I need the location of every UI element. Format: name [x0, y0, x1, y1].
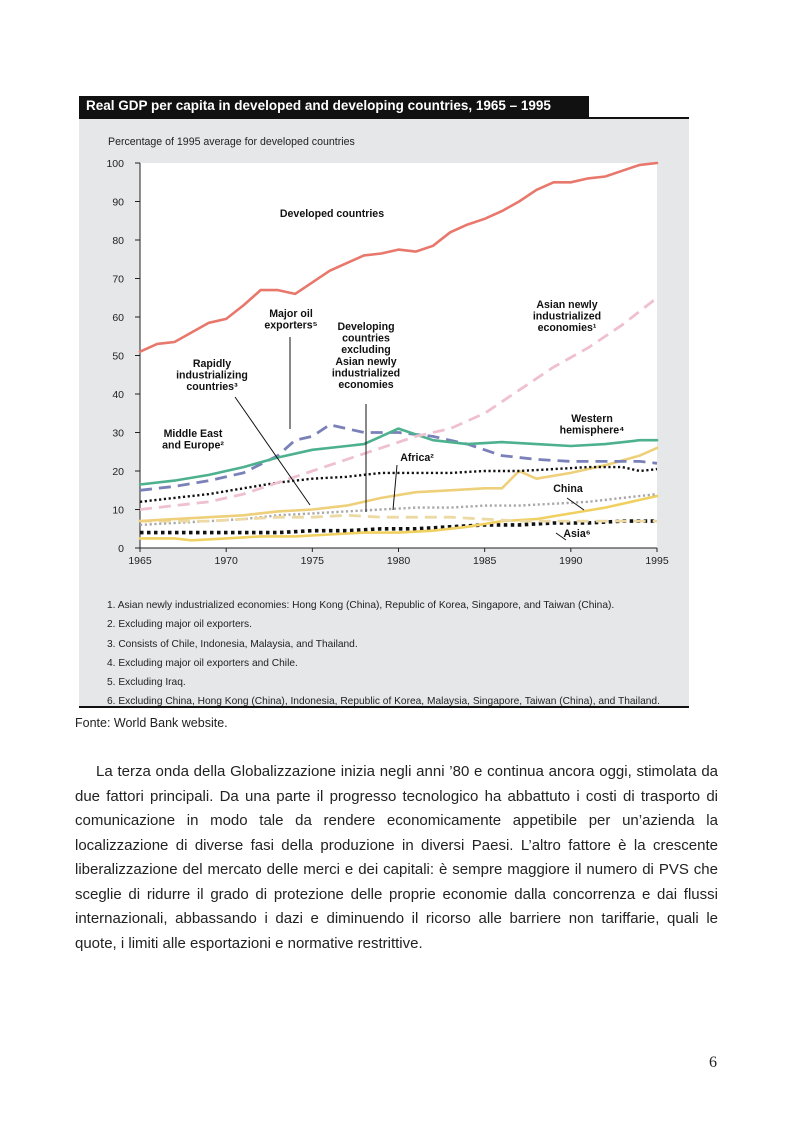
y-tick-label: 20 [112, 466, 124, 478]
annotation-label: Developed countries [280, 208, 384, 220]
note-3: 3. Consists of Chile, Indonesia, Malaysi… [107, 638, 358, 650]
y-tick-label: 80 [112, 235, 124, 247]
figure-rule-bottom [79, 706, 689, 708]
series-line-9 [140, 519, 657, 535]
annotation-label: Middle East and Europe² [162, 428, 224, 452]
series-line-4 [139, 465, 658, 503]
annotation-label: Asian newly industrialized economies¹ [533, 299, 601, 334]
series-line-2 [138, 427, 659, 486]
note-6: 6. Excluding China, Hong Kong (China), I… [107, 696, 660, 708]
annotation-leader [234, 396, 311, 506]
annotation-label: Developing countries excluding Asian newly i… [332, 321, 400, 391]
y-tick-label: 100 [106, 158, 124, 170]
x-tick-label: 1995 [645, 555, 669, 567]
annotation-leader [566, 497, 585, 511]
plot-area [140, 163, 657, 548]
figure-notes: 1. Asian newly industrialized economies:… [107, 596, 660, 712]
x-tick-label: 1970 [214, 555, 238, 567]
annotation-label: Africa² [400, 452, 434, 464]
series-line-1 [139, 296, 658, 511]
series-line-6 [140, 513, 657, 523]
y-tick-label: 90 [112, 197, 124, 209]
series-line-8 [138, 494, 659, 542]
series [138, 161, 659, 542]
annotation-leader [392, 464, 398, 511]
annotation-label: Major oil exporters⁵ [264, 308, 317, 332]
x-tick-label: 1990 [559, 555, 583, 567]
note-1: 1. Asian newly industrialized economies:… [107, 600, 615, 611]
annotations: Developed countries Asian newly industrial… [162, 208, 625, 541]
figure-rule-top [79, 117, 689, 119]
annotation-label: Western hemisphere⁴ [560, 413, 625, 437]
series-line-5 [138, 446, 659, 523]
annotation-label: Rapidly industrializing countries³ [176, 358, 248, 393]
note-5: 5. Excluding Iraq. [107, 677, 186, 689]
y-tick-label: 0 [118, 543, 124, 555]
series-line-3 [139, 423, 658, 492]
series-line-0 [138, 161, 659, 353]
y-tick-label: 70 [112, 274, 124, 286]
figure-title-bar [79, 96, 589, 118]
x-tick-label: 1980 [387, 555, 411, 567]
y-tick-label: 10 [112, 505, 124, 517]
note-2: 2. Excluding major oil exporters. [107, 619, 252, 631]
y-tick-label: 30 [112, 428, 124, 440]
note-4: 4. Excluding major oil exporters and Chi… [107, 657, 298, 669]
figure-title: Real GDP per capita in developed and dev… [86, 98, 551, 113]
body-paragraph: La terza onda della Globalizzazione iniz… [75, 763, 718, 952]
y-tick-label: 60 [112, 312, 124, 324]
plot-background [140, 163, 657, 548]
annotation-leader [555, 532, 567, 541]
x-tick-label: 1985 [473, 555, 497, 567]
annotation-label: Asia⁶ [563, 528, 590, 540]
y-tick-label: 50 [112, 351, 124, 363]
gdp-line-chart: Percentage of 1995 average for developed… [106, 136, 669, 567]
y-axis-label: Percentage of 1995 average for developed… [108, 136, 355, 148]
page-number: 6 [709, 1054, 717, 1071]
figure-source: Fonte: World Bank website. [75, 716, 228, 730]
x-tick-label: 1965 [128, 555, 152, 567]
x-tick-label: 1975 [301, 555, 325, 567]
annotation-label: China [553, 483, 583, 495]
y-tick-label: 40 [112, 389, 124, 401]
